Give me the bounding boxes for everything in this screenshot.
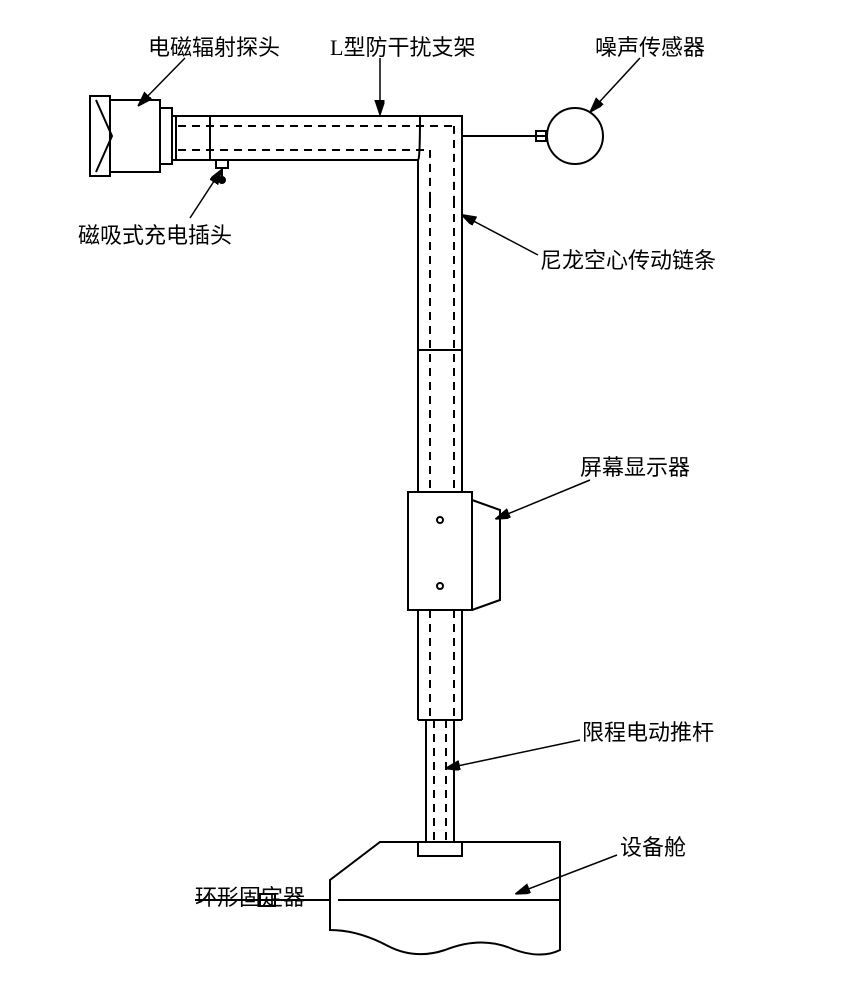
horizontal-arm-shape	[172, 116, 454, 160]
noise-sensor-shape	[462, 108, 603, 164]
label-limit-actuator: 限程电动推杆	[582, 715, 714, 747]
label-noise-sensor: 噪声传感器	[595, 30, 705, 62]
label-emr-probe: 电磁辐射探头	[148, 30, 280, 62]
label-ring-fixer: 环形固定器	[195, 880, 305, 912]
label-magnetic-plug: 磁吸式充电插头	[78, 218, 232, 250]
elbow-shape	[418, 116, 462, 200]
technical-diagram	[0, 0, 842, 1000]
label-screen-display: 屏幕显示器	[580, 450, 690, 482]
vertical-arm-middle	[418, 610, 462, 720]
label-nylon-chain: 尼龙空心传动链条	[540, 243, 716, 275]
screen-display-shape	[408, 492, 500, 610]
leader-lines	[140, 58, 640, 893]
magnetic-plug-shape	[216, 160, 228, 183]
label-l-bracket: L型防干扰支架	[330, 30, 475, 62]
limit-actuator-shape	[418, 720, 462, 842]
emr-probe-shape	[90, 96, 172, 176]
label-equipment-cabin: 设备舱	[620, 830, 686, 862]
vertical-arm-upper	[418, 160, 462, 492]
equipment-cabin-shape	[330, 842, 560, 955]
